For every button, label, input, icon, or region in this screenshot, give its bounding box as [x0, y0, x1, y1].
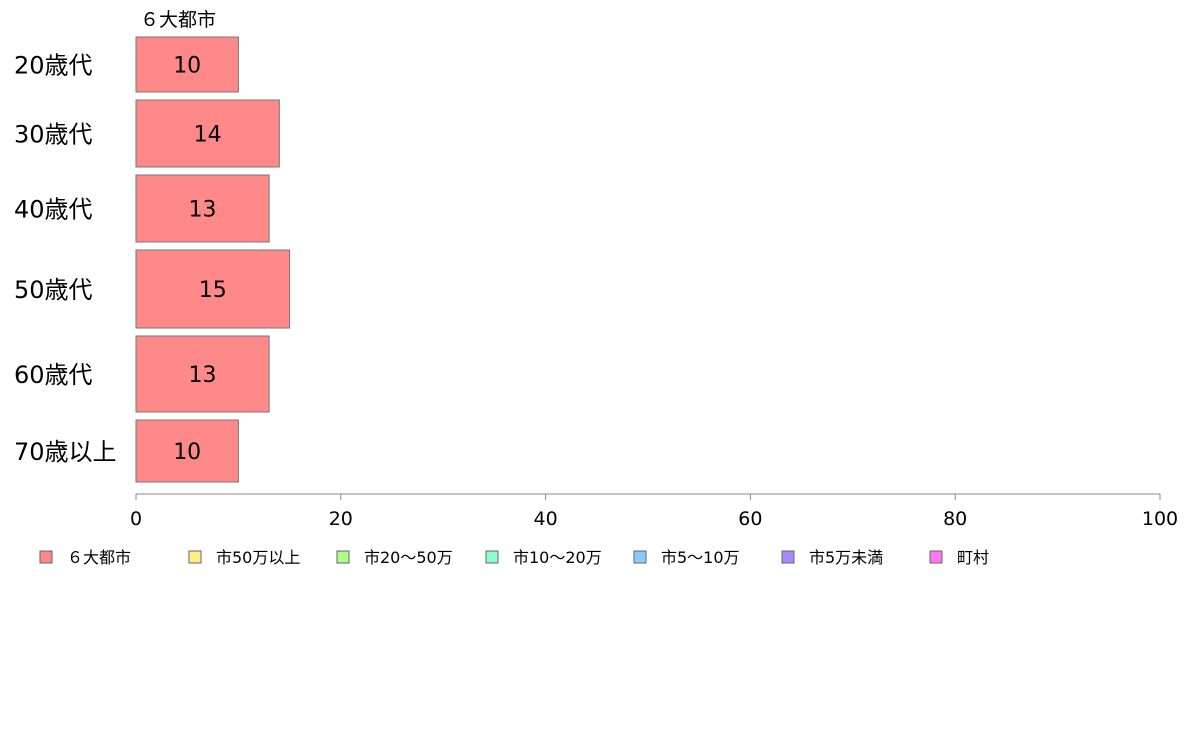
x-tick-label: 40 — [534, 508, 558, 530]
x-tick-label: 0 — [130, 508, 142, 530]
bar-value-label: 14 — [194, 123, 222, 148]
legend-swatch — [929, 550, 943, 564]
category-label: 60歳代 — [14, 361, 93, 389]
x-tick-label: 80 — [943, 508, 967, 530]
legend-label: 市5万未満 — [809, 548, 883, 567]
series-title: ６大都市 — [140, 9, 216, 31]
x-tick-label: 100 — [1142, 508, 1178, 530]
x-axis: 0 20 40 60 80 100 — [130, 493, 1178, 530]
bar — [135, 335, 270, 413]
legend-label: 市20〜50万 — [364, 548, 453, 567]
category-label: 20歳代 — [14, 52, 93, 80]
category-label: 40歳代 — [14, 196, 93, 224]
legend-label: 市50万以上 — [216, 548, 300, 567]
bar — [135, 419, 239, 483]
bar — [135, 99, 280, 168]
legend-swatch — [336, 550, 350, 564]
legend-label: 町村 — [957, 548, 989, 567]
category-label: 50歳代 — [14, 276, 93, 304]
bar-value-label: 13 — [189, 363, 217, 388]
bars: 20歳代 10 30歳代 14 40歳代 13 50歳代 15 60歳代 13 70歳以上 10 — [14, 36, 291, 483]
bar-value-label: 10 — [173, 440, 201, 465]
x-tick-label: 60 — [738, 508, 762, 530]
bar-value-label: 10 — [173, 54, 201, 79]
legend-swatch — [188, 550, 202, 564]
legend-label: 市5〜10万 — [661, 548, 740, 567]
legend-swatch — [781, 550, 795, 564]
legend-label: ６大都市 — [67, 548, 131, 567]
category-label: 30歳代 — [14, 121, 93, 149]
legend-swatch — [633, 550, 647, 564]
bar-value-label: 15 — [199, 278, 227, 303]
bar-value-label: 13 — [189, 198, 217, 223]
legend-swatch — [485, 550, 499, 564]
x-tick-label: 20 — [329, 508, 353, 530]
legend-swatch — [39, 550, 53, 564]
legend-label: 市10〜20万 — [513, 548, 602, 567]
bar — [135, 36, 239, 93]
bar — [135, 174, 270, 243]
bar — [135, 249, 291, 329]
category-label: 70歳以上 — [14, 438, 117, 466]
legend: ６大都市 市50万以上 市20〜50万 市10〜20万 市5〜10万 市5万未満 町村 — [39, 548, 989, 567]
